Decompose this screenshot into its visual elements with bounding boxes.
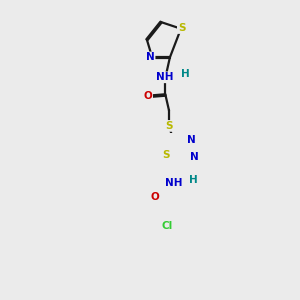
Text: N: N (187, 135, 196, 145)
Text: S: S (162, 150, 169, 160)
Text: S: S (165, 121, 173, 131)
Text: NH: NH (165, 178, 182, 188)
Text: H: H (181, 69, 190, 79)
Text: Cl: Cl (161, 221, 173, 231)
Text: S: S (178, 23, 185, 33)
Text: N: N (146, 52, 154, 62)
Text: NH: NH (156, 72, 173, 82)
Text: N: N (190, 152, 199, 162)
Text: O: O (150, 192, 159, 202)
Text: H: H (189, 175, 198, 185)
Text: O: O (143, 91, 152, 101)
